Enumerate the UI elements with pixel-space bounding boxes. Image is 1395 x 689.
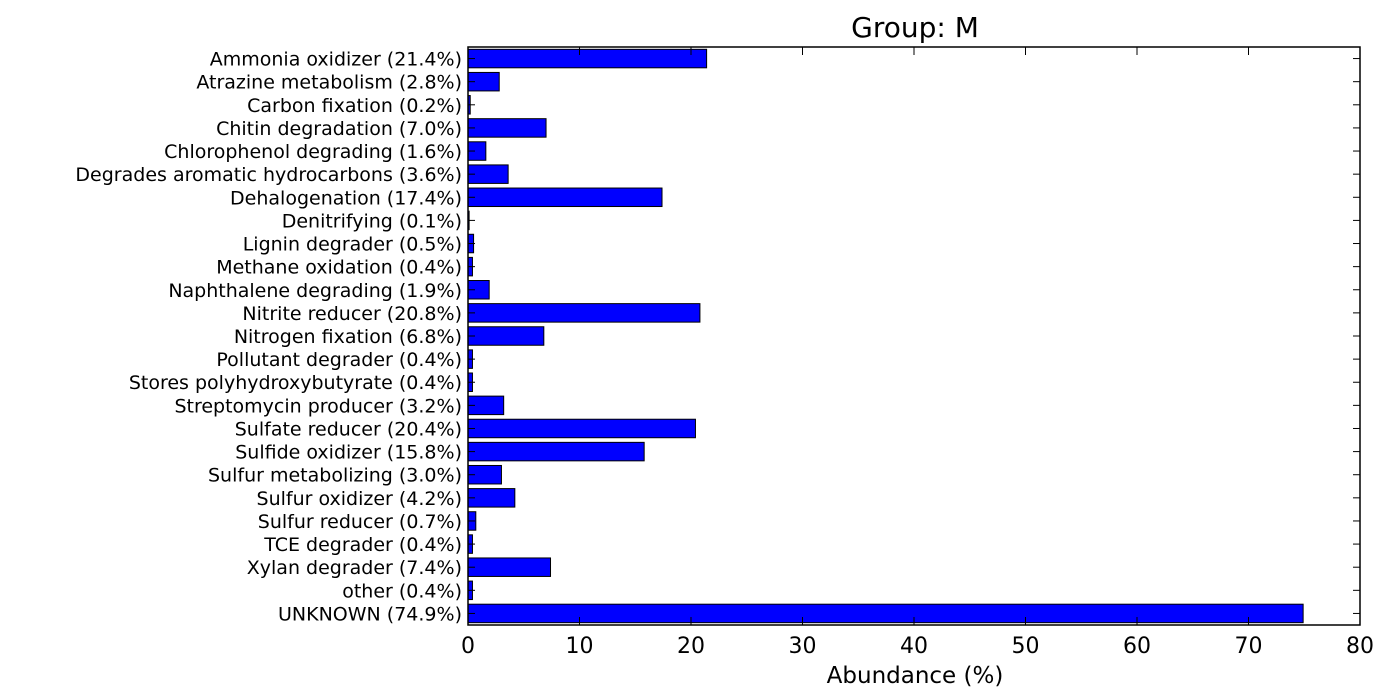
bar [467, 303, 701, 323]
bar [467, 326, 545, 346]
category-label: Atrazine metabolism (2.8%) [196, 72, 462, 94]
category-label: Xylan degrader (7.4%) [247, 557, 462, 579]
bar [467, 187, 663, 208]
bar [467, 557, 552, 577]
category-label: Pollutant degrader (0.4%) [216, 349, 462, 371]
x-tick-label: 50 [1012, 634, 1040, 659]
category-label: Nitrogen fixation (6.8%) [234, 326, 462, 348]
x-tick-label: 80 [1346, 634, 1374, 659]
category-label: Dehalogenation (17.4%) [230, 187, 462, 209]
category-label: Stores polyhydroxybutyrate (0.4%) [129, 372, 462, 394]
x-axis-label: Abundance (%) [827, 663, 1004, 689]
category-label: TCE degrader (0.4%) [263, 534, 462, 556]
x-tick-labels-group: 0 10 20 30 40 50 60 70 80 [461, 634, 1374, 659]
category-label: Lignin degrader (0.5%) [243, 234, 462, 256]
x-tick-label: 70 [1235, 634, 1263, 659]
x-tick-label: 10 [566, 634, 594, 659]
category-label: Nitrite reducer (20.8%) [242, 303, 462, 325]
x-tick-label: 20 [677, 634, 705, 659]
category-label: Naphthalene degrading (1.9%) [168, 280, 462, 302]
category-label: Sulfur metabolizing (3.0%) [208, 465, 462, 487]
bars-group [467, 48, 1304, 624]
bar [467, 603, 1304, 624]
bar [467, 418, 696, 439]
y-ticks-group [468, 58, 1360, 614]
category-label: Sulfide oxidizer (15.8%) [235, 442, 462, 464]
x-tick-label: 60 [1123, 634, 1151, 659]
category-label: Ammonia oxidizer (21.4%) [210, 49, 462, 71]
category-label: other (0.4%) [342, 580, 462, 602]
x-tick-label: 0 [461, 634, 475, 659]
category-label: UNKNOWN (74.9%) [278, 603, 462, 625]
category-label: Chlorophenol degrading (1.6%) [164, 141, 462, 163]
category-label: Carbon fixation (0.2%) [247, 95, 462, 117]
bar [467, 48, 708, 69]
x-ticks-group [467, 47, 1361, 625]
category-label: Methane oxidation (0.4%) [216, 257, 462, 279]
category-label: Degrades aromatic hydrocarbons (3.6%) [75, 164, 462, 186]
category-label: Sulfate reducer (20.4%) [235, 418, 462, 440]
category-label: Chitin degradation (7.0%) [216, 118, 462, 140]
bar [467, 488, 516, 508]
category-label: Denitrifying (0.1%) [282, 210, 462, 232]
bar [467, 118, 547, 138]
category-label: Streptomycin producer (3.2%) [174, 395, 462, 417]
bar [467, 441, 645, 462]
chart-title: Group: M [851, 11, 979, 44]
x-tick-label: 40 [900, 634, 928, 659]
x-tick-label: 30 [789, 634, 817, 659]
category-label: Sulfur oxidizer (4.2%) [257, 488, 462, 510]
category-label: Sulfur reducer (0.7%) [258, 511, 462, 533]
category-labels-group: Ammonia oxidizer (21.4%)Atrazine metabol… [75, 49, 462, 626]
plot-frame [467, 46, 1361, 626]
